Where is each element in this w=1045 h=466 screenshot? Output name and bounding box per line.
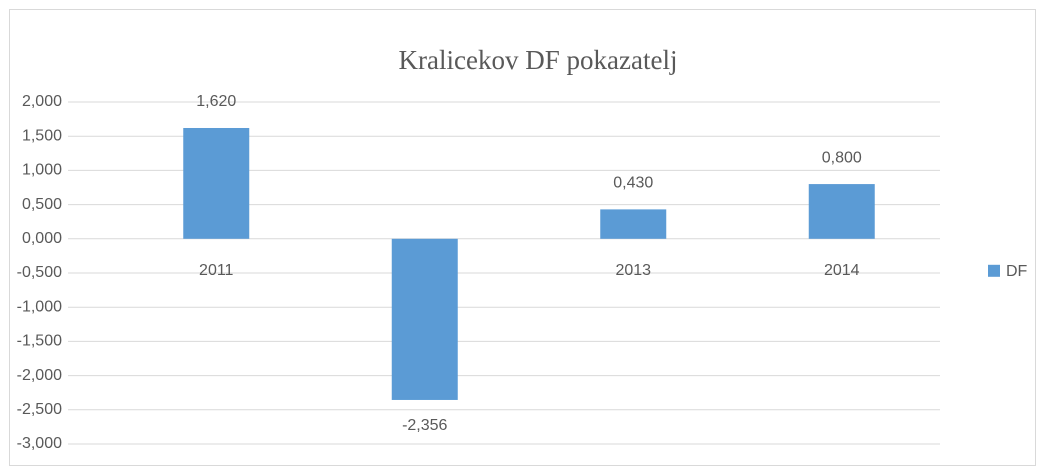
- data-label: -2,356: [402, 417, 447, 434]
- chart-title: Kralicekov DF pokazatelj: [399, 45, 678, 75]
- x-tick-label: 2014: [824, 262, 860, 279]
- data-label: 0,800: [822, 149, 862, 166]
- y-tick-label: -1,000: [17, 298, 62, 315]
- data-label: 1,620: [196, 93, 236, 110]
- bar: [391, 238, 458, 400]
- y-tick-label: -3,000: [17, 435, 62, 452]
- y-tick-label: 1,500: [22, 127, 62, 144]
- x-tick-label: 2013: [615, 262, 651, 279]
- y-tick-label: -1,500: [17, 333, 62, 350]
- y-tick-label: 1,000: [22, 162, 62, 179]
- y-tick-label: 0,000: [22, 230, 62, 247]
- legend-swatch: [988, 264, 1000, 277]
- y-tick-label: 0,500: [22, 196, 62, 213]
- x-tick-label: 2011: [199, 262, 234, 279]
- y-tick-label: -2,000: [17, 367, 62, 384]
- bar: [600, 209, 667, 239]
- chart-border: [9, 9, 1036, 466]
- y-tick-label: 2,000: [22, 93, 62, 110]
- y-tick-label: -0,500: [17, 264, 62, 281]
- legend-label: DF: [1006, 263, 1028, 280]
- bar: [808, 184, 875, 239]
- bar: [183, 127, 250, 239]
- y-tick-label: -2,500: [17, 401, 62, 418]
- data-label: 0,430: [613, 175, 653, 192]
